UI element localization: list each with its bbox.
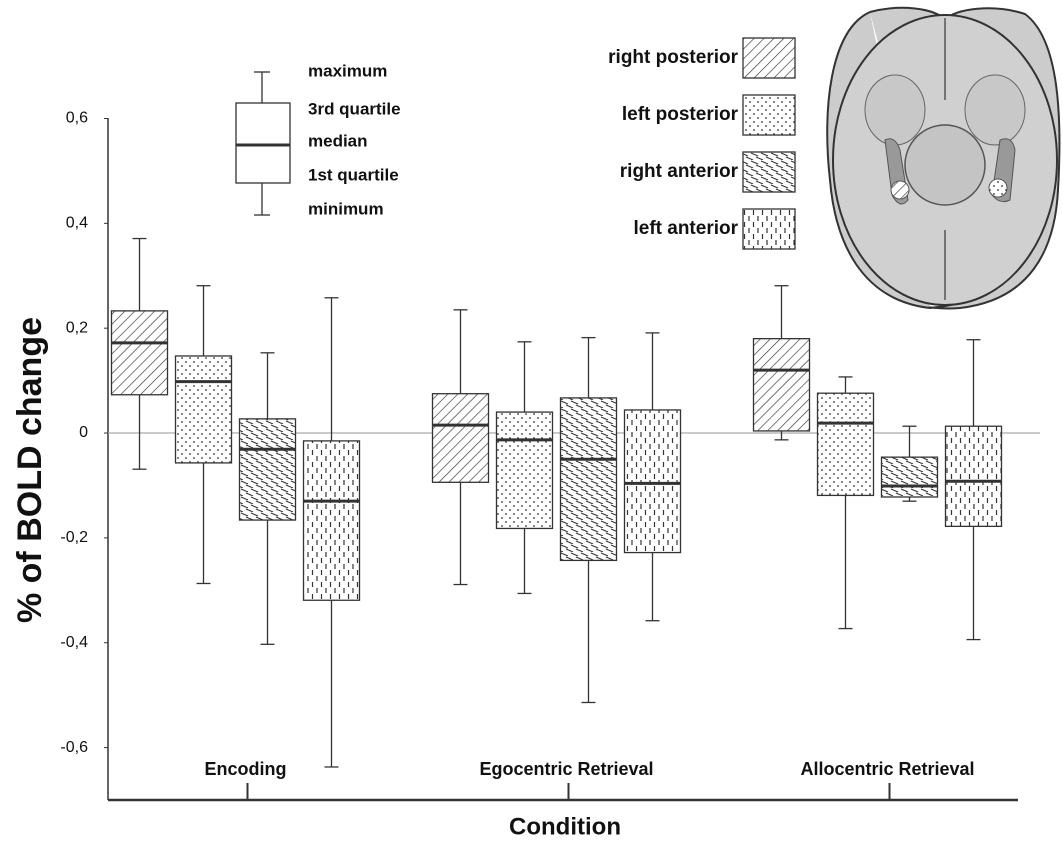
box-legend-label: 1st quartile	[308, 165, 399, 184]
brain-illustration	[827, 8, 1059, 309]
box	[946, 426, 1002, 526]
box	[176, 356, 232, 463]
chart: maximum 3rd quartile median 1st quartile…	[0, 0, 1063, 841]
legend-label: right anterior	[620, 161, 739, 182]
y-tick-label: -0,2	[60, 529, 88, 546]
box-legend-icon	[236, 72, 290, 215]
y-tick-label: 0	[79, 424, 88, 441]
box	[304, 441, 360, 600]
legend-label: left posterior	[622, 104, 739, 125]
y-tick-label: 0,2	[66, 319, 88, 336]
box	[754, 339, 810, 431]
y-tick-label: -0,6	[60, 739, 88, 756]
legend-swatch	[743, 152, 795, 192]
box	[112, 311, 168, 395]
y-tick-label: -0,4	[60, 634, 88, 651]
x-tick-label: Egocentric Retrieval	[479, 759, 653, 779]
x-tick-label: Allocentric Retrieval	[800, 759, 974, 779]
x-axis-title: Condition	[509, 813, 621, 840]
box-legend-label: median	[308, 131, 368, 150]
legend-label: right posterior	[608, 47, 738, 68]
box	[497, 412, 553, 528]
y-axis-title: % of BOLD change	[11, 317, 49, 623]
y-tick-label: 0,6	[66, 110, 88, 127]
y-tick-label: 0,4	[66, 215, 88, 232]
box	[433, 394, 489, 483]
box	[818, 393, 874, 495]
box	[882, 457, 938, 497]
legend-swatch	[743, 95, 795, 135]
legend-label: left anterior	[633, 218, 738, 239]
legend-swatch	[743, 209, 795, 249]
box-legend-label: maximum	[308, 61, 387, 80]
legend-swatch	[743, 38, 795, 78]
box-legend-label: minimum	[308, 199, 384, 218]
x-tick-label: Encoding	[205, 759, 287, 779]
box-legend-label: 3rd quartile	[308, 99, 401, 118]
box	[561, 398, 617, 561]
box	[625, 410, 681, 553]
box	[240, 419, 296, 520]
